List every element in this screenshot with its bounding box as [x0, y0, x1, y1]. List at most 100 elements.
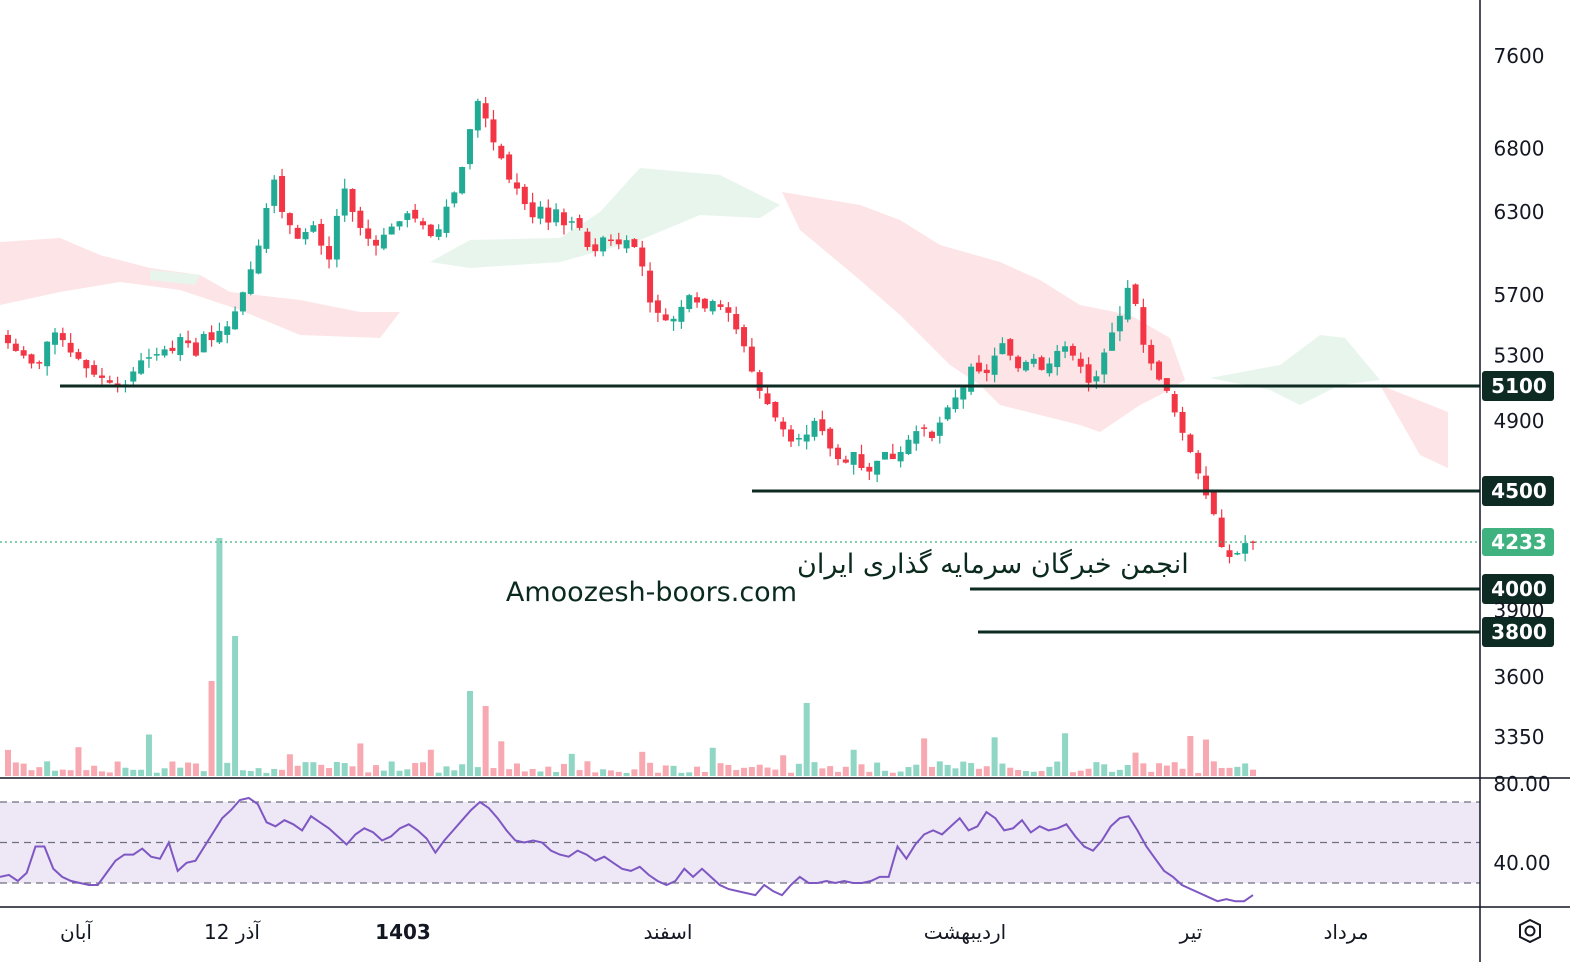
- candle: [1140, 298, 1147, 353]
- volume-bar: [114, 761, 121, 776]
- candle: [1054, 344, 1061, 376]
- candle: [881, 451, 888, 460]
- candle: [545, 199, 552, 231]
- volume-bar: [192, 763, 199, 776]
- volume-bar: [216, 538, 223, 776]
- candle: [647, 262, 654, 313]
- candle: [466, 128, 473, 170]
- volume-bar: [239, 770, 246, 776]
- volume-bar: [858, 764, 865, 776]
- volume-bar: [968, 763, 975, 776]
- level-price-tag: [1482, 371, 1554, 401]
- volume-bar: [1187, 736, 1194, 776]
- volume-bar: [521, 771, 528, 776]
- volume-bar: [545, 766, 552, 776]
- level-price-label: 4500: [1491, 479, 1547, 503]
- candle: [1077, 352, 1084, 374]
- volume-bar: [224, 762, 231, 776]
- candle: [662, 308, 669, 321]
- candle: [835, 444, 841, 466]
- last-price-label: 4233: [1491, 530, 1547, 554]
- candle: [1156, 359, 1163, 381]
- candle: [1234, 551, 1241, 556]
- candle: [271, 175, 278, 214]
- volume-bar: [913, 764, 920, 776]
- volume-bar: [560, 763, 567, 776]
- candle: [1069, 343, 1076, 361]
- volume-bar: [600, 769, 607, 776]
- candle: [326, 236, 333, 269]
- volume-bar: [20, 763, 27, 776]
- candle: [451, 191, 458, 208]
- candle: [639, 240, 646, 277]
- candle: [239, 291, 246, 316]
- watermark: انجمن خبرگان سرمایه گذاری ایران Amoozesh…: [506, 548, 1189, 608]
- volume-bar: [921, 738, 928, 776]
- volume-bar: [717, 763, 724, 776]
- volume-bar: [1234, 766, 1241, 776]
- level-price-label: 5100: [1491, 374, 1547, 398]
- candle: [756, 369, 763, 399]
- volume-bar: [98, 771, 105, 776]
- volume-bar: [928, 766, 935, 776]
- last-price-line: 4233: [0, 528, 1554, 556]
- candle: [427, 223, 434, 238]
- volume-bar: [991, 737, 998, 776]
- time-axis-label: مرداد: [1323, 920, 1368, 944]
- volume-bar: [153, 772, 160, 776]
- candle: [686, 293, 693, 313]
- candle: [208, 325, 215, 347]
- volume-bar: [780, 755, 787, 776]
- candle: [999, 337, 1006, 355]
- volume-bar: [333, 762, 340, 776]
- candle: [91, 360, 98, 378]
- volume-bar: [615, 771, 622, 776]
- candle: [263, 203, 270, 254]
- candle: [584, 228, 591, 251]
- volume-bar: [138, 769, 145, 776]
- volume-bar: [553, 771, 560, 776]
- candle: [130, 366, 137, 386]
- volume-bar: [975, 768, 982, 776]
- volume-bar: [1030, 771, 1037, 776]
- volume-bar: [694, 766, 701, 776]
- volume-bar: [388, 761, 395, 776]
- time-axis-label: اردیبهشت: [924, 920, 1006, 944]
- candle: [59, 327, 66, 347]
- candle: [858, 444, 865, 471]
- candle: [380, 227, 387, 251]
- volume-bar: [59, 769, 66, 776]
- cloud-bull: [1210, 335, 1380, 405]
- candle: [98, 367, 105, 385]
- volume-bar: [1124, 765, 1131, 776]
- volume-bar: [756, 764, 763, 776]
- volume-bar: [498, 741, 505, 776]
- candle: [607, 234, 614, 246]
- price-tick-label: 7600: [1494, 44, 1545, 68]
- volume-bar: [741, 767, 748, 776]
- volume-bar: [709, 747, 716, 776]
- candle: [960, 384, 967, 409]
- candle: [968, 363, 975, 395]
- volume-bar: [1140, 763, 1147, 776]
- price-tick-label: 5300: [1494, 344, 1545, 368]
- volume-bar: [44, 761, 51, 776]
- candle: [1195, 450, 1202, 480]
- price-tick-label: 3600: [1494, 665, 1545, 689]
- candle: [247, 261, 254, 296]
- volume-bar: [435, 772, 442, 776]
- volume-bar: [1203, 739, 1210, 776]
- volume-bar: [412, 763, 419, 776]
- candle: [83, 359, 90, 378]
- volume-bar: [748, 767, 755, 776]
- candle: [5, 330, 11, 349]
- volume-bar: [380, 770, 387, 776]
- candle: [568, 216, 575, 231]
- candle: [388, 223, 395, 235]
- volume-bar: [592, 772, 599, 776]
- chart-settings-icon[interactable]: [1519, 918, 1541, 944]
- candle: [255, 239, 262, 275]
- volume-bar: [1069, 772, 1076, 776]
